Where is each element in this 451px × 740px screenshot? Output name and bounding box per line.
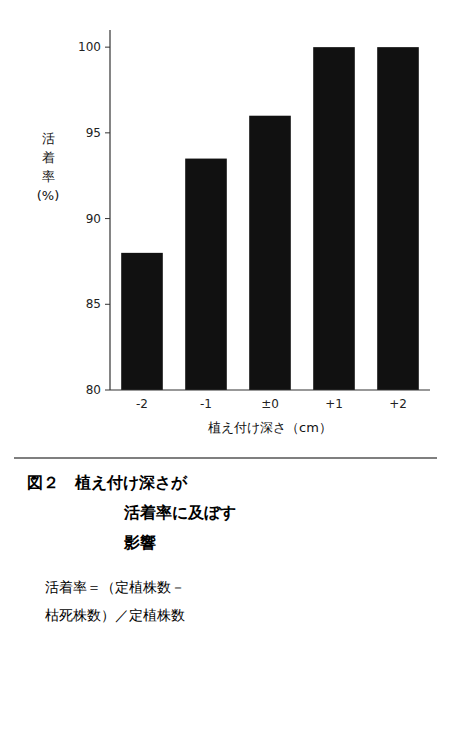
y-tick	[105, 218, 110, 219]
y-tick	[105, 390, 110, 391]
x-axis-line	[110, 389, 430, 390]
x-tick-label: ±0	[261, 397, 279, 411]
y-tick	[105, 47, 110, 48]
chart-container: 80 85 90 95 100 -2 -1 ±0 +1 +2 植え付け深さ（cm） 活着率 (%) 図２ …	[0, 0, 451, 740]
x-tick-label: +2	[389, 397, 407, 411]
title: 影響	[123, 533, 156, 552]
y-tick-label: 80	[86, 383, 101, 397]
annotation: 活着率＝（定植株数－	[45, 579, 185, 595]
y-axis-label: (%)	[37, 188, 60, 203]
title: 活着率に及ぼす	[123, 503, 236, 522]
x-axis-label: 植え付け深さ（cm）	[208, 420, 332, 435]
background	[0, 0, 451, 740]
title: 図２ 植え付け深さが	[27, 473, 188, 492]
divider	[14, 457, 437, 458]
y-axis-label: 率	[42, 169, 55, 184]
y-tick	[105, 132, 110, 133]
y-axis-label: 活	[42, 131, 55, 146]
bar	[249, 116, 291, 390]
chart: 80 85 90 95 100 -2 -1 ±0 +1 +2 植え付け深さ（cm） 活着率 (%) 図２ …	[0, 0, 451, 740]
bar	[313, 47, 355, 390]
y-tick-label: 85	[86, 297, 101, 311]
y-tick-label: 90	[86, 212, 101, 226]
y-tick-label: 95	[86, 126, 101, 140]
y-tick-label: 100	[78, 40, 101, 54]
x-tick-label: +1	[325, 397, 343, 411]
bars	[121, 47, 419, 390]
bar	[121, 253, 163, 390]
x-tick-label: -2	[136, 397, 148, 411]
annotation: 枯死株数）／定植株数	[45, 607, 185, 623]
bar	[185, 159, 227, 390]
y-tick	[105, 304, 110, 305]
y-axis-label: 着	[42, 150, 55, 165]
y-axis-line	[109, 30, 110, 390]
x-tick-label: -1	[200, 397, 212, 411]
bar	[377, 47, 419, 390]
